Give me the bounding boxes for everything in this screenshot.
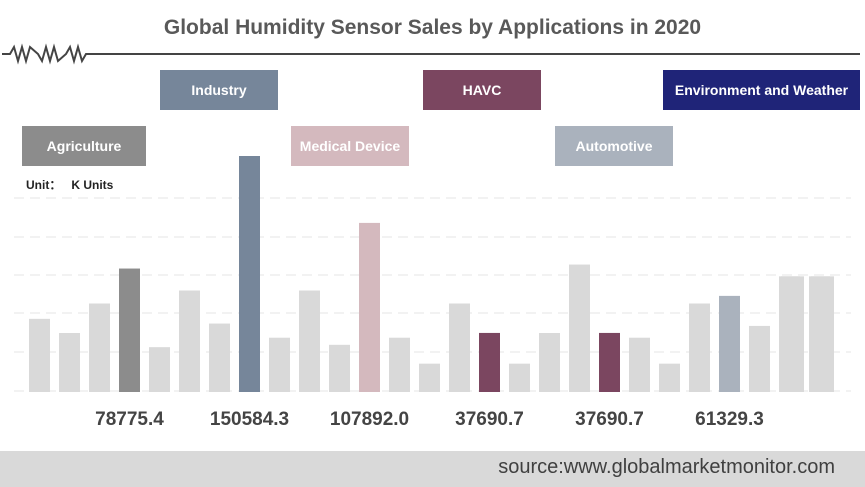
background-bar: [59, 333, 80, 392]
background-bar: [269, 337, 290, 392]
resistor-icon: [2, 43, 132, 65]
source-text: source:www.globalmarketmonitor.com: [498, 456, 835, 478]
bar-medical-device: [359, 222, 380, 392]
value-label: 150584.3: [209, 409, 290, 430]
category-label-automotive: Automotive: [555, 126, 673, 166]
value-label: 37690.7: [575, 409, 644, 430]
category-label-havc: HAVC: [423, 70, 541, 110]
unit-label: Unit： K Units: [26, 176, 123, 193]
bars: [29, 156, 834, 392]
bar-agriculture: [119, 268, 140, 392]
background-bar: [569, 264, 590, 392]
value-label: 61329.3: [695, 409, 764, 430]
unit-prefix: Unit：: [26, 178, 62, 192]
background-bar: [389, 337, 410, 392]
background-bar: [539, 333, 560, 392]
value-label: 78775.4: [95, 409, 164, 430]
value-label: 37690.7: [455, 409, 524, 430]
background-bar: [629, 337, 650, 392]
bar-automotive: [719, 295, 740, 392]
chart-title: Global Humidity Sensor Sales by Applicat…: [163, 16, 702, 39]
background-bar: [89, 303, 110, 392]
background-bar: [749, 325, 770, 392]
background-bar: [659, 363, 680, 392]
background-bar: [149, 347, 170, 392]
background-bar: [689, 303, 710, 392]
bar-industry: [239, 156, 260, 392]
category-label-agriculture: Agriculture: [22, 126, 146, 166]
bar-havc: [599, 332, 620, 392]
bar-havc: [479, 332, 500, 392]
background-bar: [509, 363, 530, 392]
background-bar: [781, 276, 804, 392]
footer-bar: source:www.globalmarketmonitor.com: [0, 451, 865, 487]
background-bar: [329, 344, 350, 392]
background-bar: [811, 276, 834, 392]
background-bar: [179, 290, 200, 392]
background-bar: [449, 303, 470, 392]
category-label-industry: Industry: [160, 70, 278, 110]
background-bar: [299, 290, 320, 392]
resistor-logo: [2, 43, 860, 65]
category-label-medical-device: Medical Device: [291, 126, 409, 166]
background-bar: [29, 318, 50, 392]
value-label: 107892.0: [329, 409, 410, 430]
unit-value: K Units: [71, 178, 114, 192]
background-bar: [209, 323, 230, 392]
background-bar: [419, 363, 440, 392]
category-label-environment-and-weather: Environment and Weather: [663, 70, 860, 110]
